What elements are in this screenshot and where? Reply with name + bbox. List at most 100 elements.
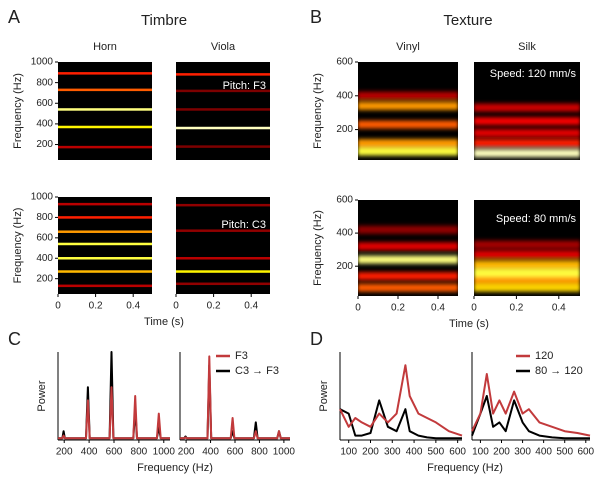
x-axis-label: Frequency (Hz): [137, 462, 213, 474]
x-tick-label: 400: [202, 447, 219, 458]
band: [58, 125, 152, 129]
band: [358, 101, 458, 110]
y-tick-label: 400: [336, 228, 353, 239]
x-tick-label: 0.4: [552, 303, 566, 314]
band: [176, 145, 270, 148]
band: [474, 275, 580, 284]
y-tick-label: 200: [336, 261, 353, 272]
x-tick-label: 1000: [273, 447, 296, 458]
y-tick-label: 400: [336, 90, 353, 101]
y-tick-label: 1000: [31, 57, 54, 68]
x-axis-label: Time (s): [144, 316, 184, 328]
band: [176, 270, 270, 273]
bands: [176, 203, 270, 286]
y-tick-label: 1000: [31, 192, 54, 203]
band: [358, 255, 458, 264]
x-tick-label: 0.2: [89, 301, 103, 312]
x-tick-label: 800: [251, 447, 268, 458]
y-axis-label: Frequency (Hz): [12, 208, 24, 284]
x-tick-label: 1000: [153, 447, 176, 458]
band: [58, 230, 152, 233]
band: [176, 257, 270, 260]
x-tick-label: 600: [449, 447, 466, 458]
x-tick-label: 0: [471, 303, 477, 314]
band: [58, 270, 152, 273]
band: [58, 257, 152, 260]
x-tick-label: 600: [577, 447, 594, 458]
band: [358, 91, 458, 100]
x-tick-label: 400: [535, 447, 552, 458]
y-tick-label: 400: [36, 119, 53, 130]
x-tick-label: 0.4: [431, 303, 445, 314]
band: [176, 89, 270, 93]
band: [474, 240, 580, 249]
y-axis-label: Frequency (Hz): [312, 210, 324, 286]
bands: [58, 202, 152, 288]
y-tick-label: 800: [36, 212, 53, 223]
series-line: [58, 351, 170, 440]
legend-label: 80 → 120: [535, 365, 583, 377]
y-tick-label: 600: [336, 57, 353, 68]
band: [474, 103, 580, 112]
bands: [358, 91, 458, 156]
y-axis-label: Frequency (Hz): [312, 73, 324, 149]
x-tick-label: 0.2: [509, 303, 523, 314]
band: [474, 268, 580, 277]
band: [58, 72, 152, 75]
x-tick-label: 0: [355, 303, 361, 314]
x-tick-label: 0.4: [244, 301, 258, 312]
x-tick-label: 400: [406, 447, 423, 458]
series-line: [339, 399, 462, 440]
series-line: [471, 395, 590, 440]
panel-label: A: [8, 7, 20, 27]
band: [474, 250, 580, 259]
x-tick-label: 300: [514, 447, 531, 458]
band: [58, 242, 152, 246]
y-tick-label: 600: [36, 232, 53, 243]
x-tick-label: 100: [340, 447, 357, 458]
panel-label: D: [310, 329, 323, 349]
band: [474, 260, 580, 269]
y-tick-label: 200: [36, 273, 53, 284]
x-tick-label: 0.4: [126, 301, 140, 312]
legend-label: C3 → F3: [235, 365, 279, 377]
y-tick-label: 600: [36, 98, 53, 109]
plot-background: [58, 62, 152, 160]
annotation: Speed: 80 mm/s: [496, 213, 577, 225]
x-tick-label: 0.2: [391, 303, 405, 314]
band: [474, 283, 580, 292]
panel-label: C: [8, 329, 21, 349]
x-tick-label: 200: [493, 447, 510, 458]
y-tick-label: 200: [36, 139, 53, 150]
x-tick-label: 500: [556, 447, 573, 458]
band: [58, 216, 152, 219]
x-tick-label: 100: [472, 447, 489, 458]
band: [176, 126, 270, 130]
y-tick-label: 800: [36, 77, 53, 88]
y-tick-label: 600: [336, 195, 353, 206]
band: [358, 120, 458, 129]
band: [58, 145, 152, 149]
y-axis-label: Frequency (Hz): [12, 73, 24, 149]
plot-background: [176, 62, 270, 160]
x-axis-label: Frequency (Hz): [427, 462, 503, 474]
band: [358, 225, 458, 234]
band: [58, 108, 152, 111]
x-axis-label: Time (s): [449, 318, 489, 330]
y-axis-label: Power: [318, 380, 330, 412]
legend-label: 120: [535, 350, 553, 362]
band: [58, 202, 152, 206]
x-tick-label: 800: [131, 447, 148, 458]
band: [474, 139, 580, 148]
x-tick-label: 0.2: [207, 301, 221, 312]
series-line: [180, 355, 290, 440]
bands: [58, 72, 152, 149]
y-axis-label: Power: [36, 380, 48, 412]
band: [358, 139, 458, 148]
x-tick-label: 0: [55, 301, 61, 312]
annotation: Speed: 120 mm/s: [490, 68, 577, 80]
x-tick-label: 300: [384, 447, 401, 458]
column-title: Silk: [518, 41, 536, 53]
x-tick-label: 200: [56, 447, 73, 458]
